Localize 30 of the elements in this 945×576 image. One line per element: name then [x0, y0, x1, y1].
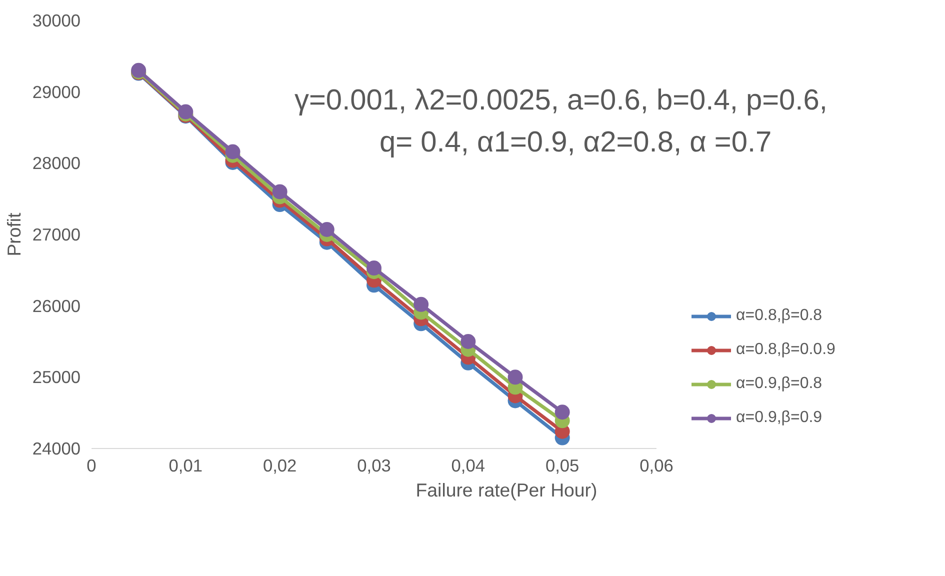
x-tick-label: 0,01 — [168, 456, 203, 476]
annotation: γ=0.001, λ2=0.0025, a=0.6, b=0.4, p=0.6, — [294, 84, 828, 116]
x-tick-label: 0,03 — [357, 456, 391, 476]
y-tick-label: 29000 — [32, 82, 80, 102]
annotation: q= 0.4, α1=0.9, α2=0.8, α =0.7 — [380, 126, 772, 158]
x-axis-title: Failure rate(Per Hour) — [416, 480, 598, 500]
y-tick-label: 25000 — [32, 367, 80, 388]
y-tick-label: 28000 — [32, 153, 80, 174]
x-tick-label: 0,02 — [262, 456, 297, 476]
point — [225, 144, 240, 160]
point — [414, 296, 429, 312]
point — [460, 334, 476, 349]
x-tick-label: 0 — [86, 456, 96, 476]
point — [554, 404, 570, 420]
point — [272, 184, 288, 200]
y-tick-label: 27000 — [32, 224, 80, 244]
y-tick-label: 26000 — [32, 296, 80, 316]
point — [319, 222, 334, 237]
x-tick-label: 0,05 — [545, 456, 580, 476]
y-tick-label: 24000 — [32, 438, 80, 458]
x-tick-label: 0,04 — [451, 456, 486, 476]
legend-label: α=0.9,β=0.8 — [736, 375, 822, 393]
legend-label: α=0.8,β=0.0.9 — [736, 341, 836, 359]
legend-label: α=0.9,β=0.9 — [736, 409, 822, 427]
x-tick-label: 0,06 — [640, 456, 674, 476]
y-axis-title: Profit — [3, 212, 24, 256]
point — [508, 370, 523, 385]
y-tick-label: 30000 — [32, 10, 80, 30]
legend-label: α=0.8,β=0.8 — [736, 307, 822, 325]
point — [366, 260, 382, 276]
